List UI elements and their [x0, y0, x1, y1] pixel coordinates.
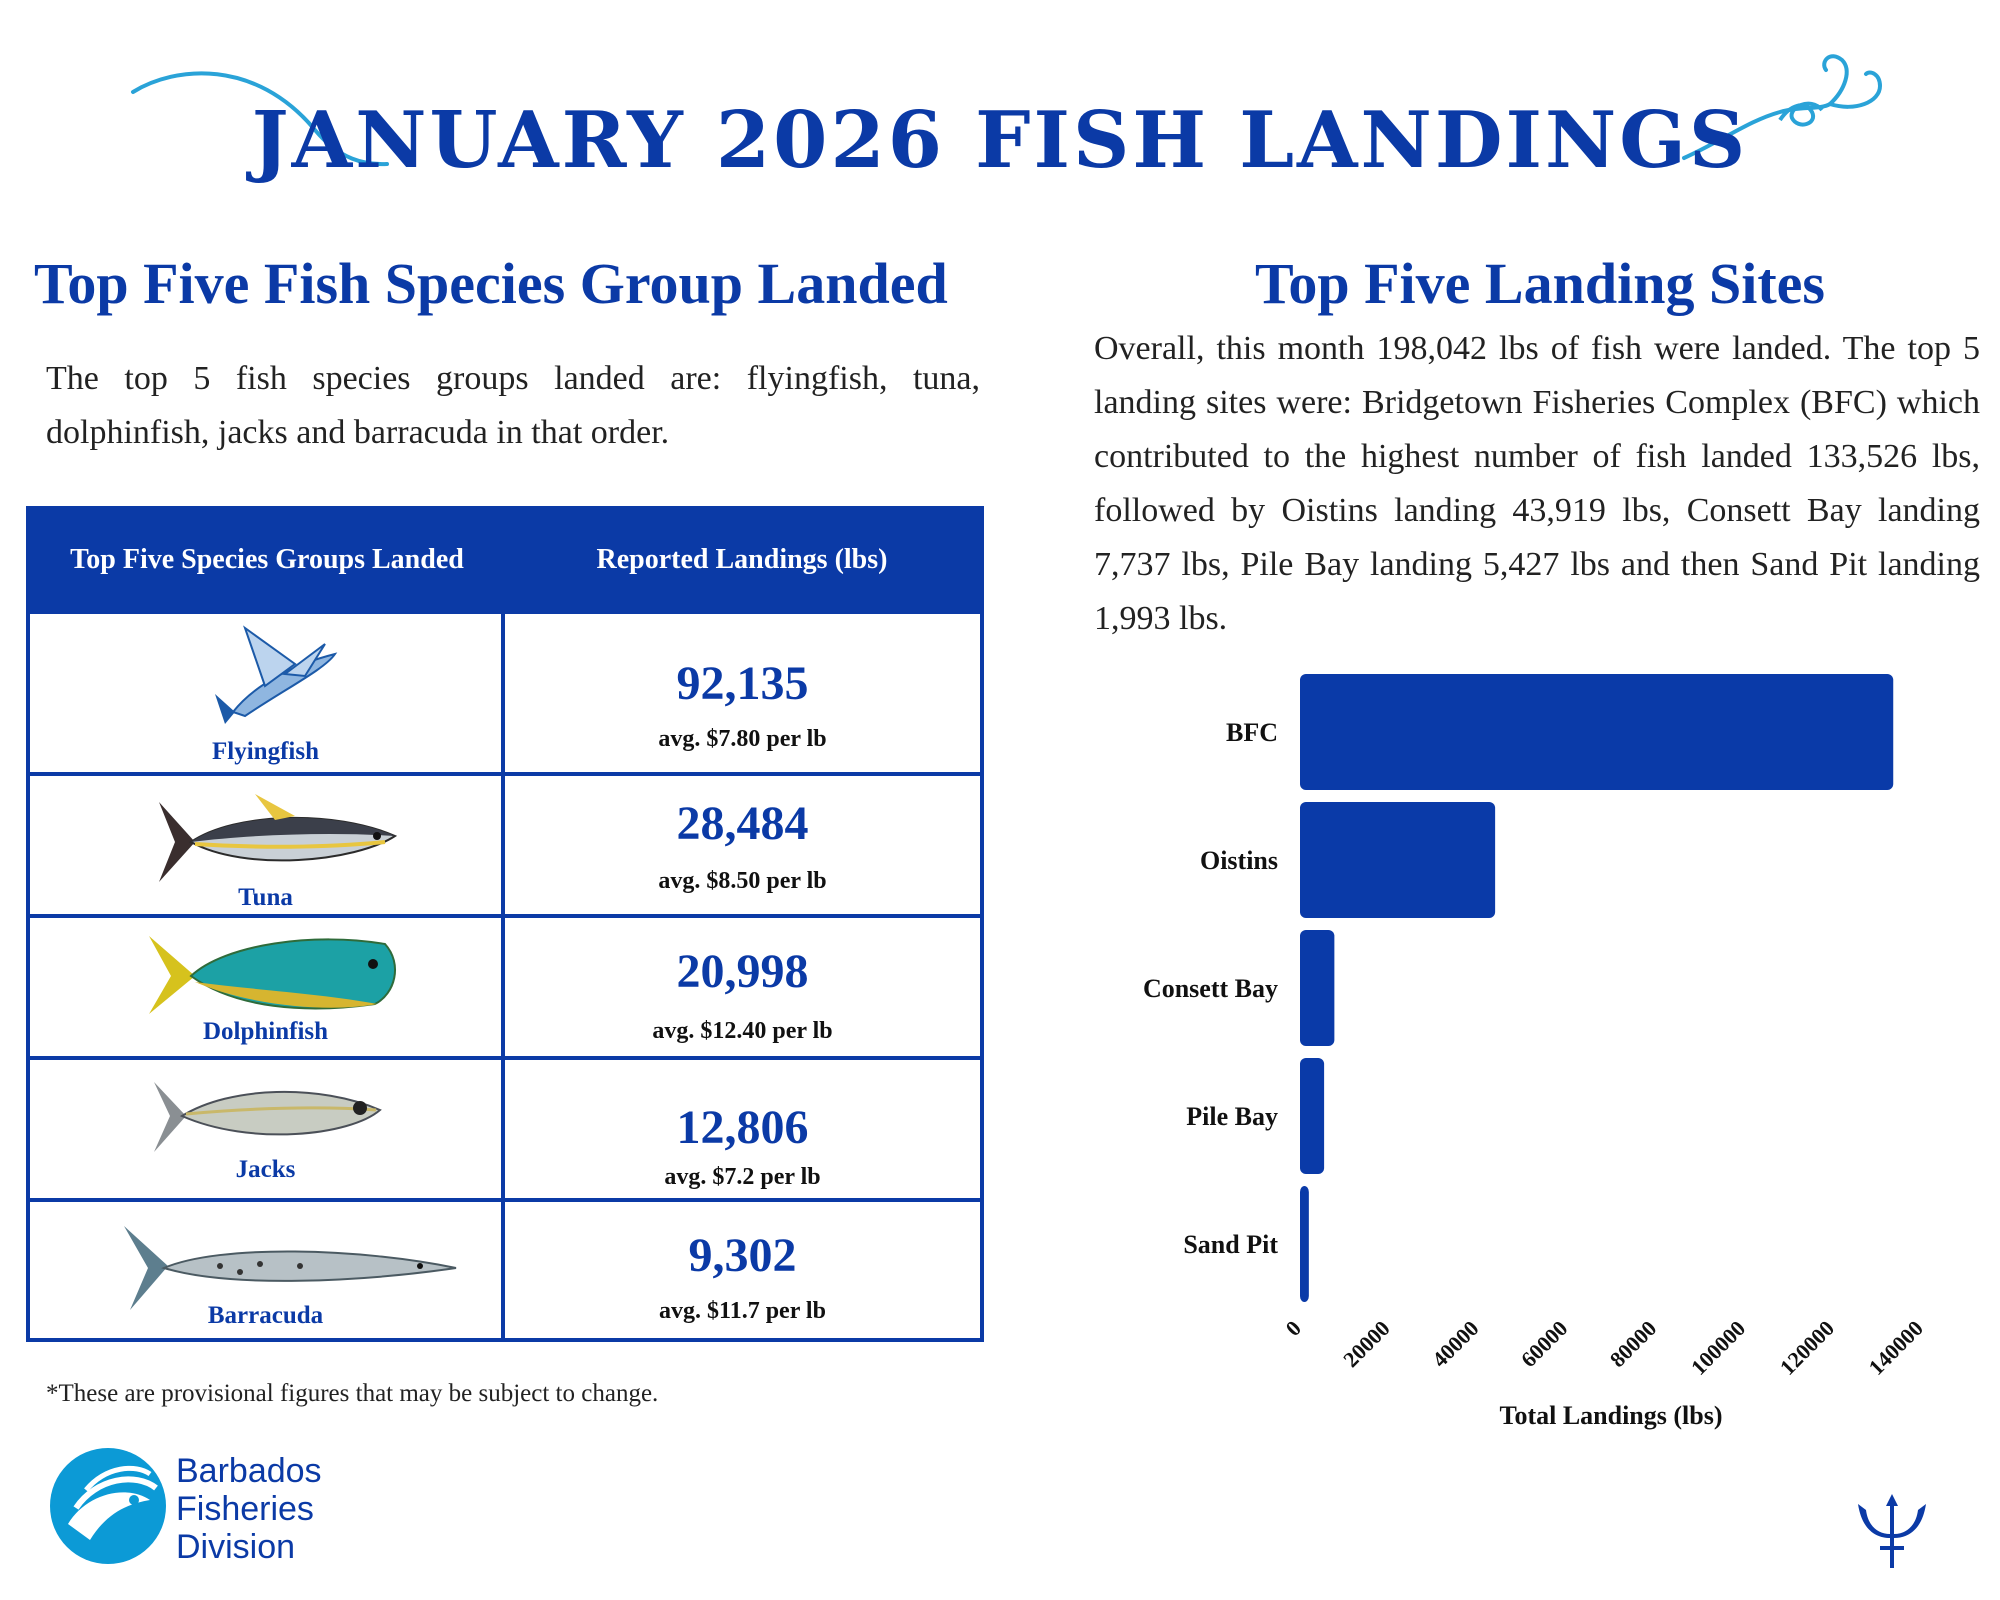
tuna-icon — [159, 794, 398, 882]
column-header-landings: Reported Landings (lbs) — [596, 544, 888, 575]
category-label: Oistins — [1200, 846, 1278, 875]
footnote: *These are provisional figures that may … — [46, 1380, 659, 1407]
landings-value: 12,806 — [676, 1101, 809, 1154]
x-tick-label: 40000 — [1427, 1316, 1484, 1373]
category-label: Sand Pit — [1183, 1230, 1278, 1259]
sites-summary-text: Overall, this month 198,042 lbs of fish … — [1094, 330, 1980, 637]
logo-text: Barbados Fisheries Division — [176, 1452, 322, 1566]
landings-value: 20,998 — [676, 945, 809, 998]
price-text: avg. $11.7 per lb — [659, 1298, 826, 1324]
species-cell — [30, 776, 501, 914]
species-summary-text: The top 5 fish species groups landed are… — [46, 360, 980, 451]
landings-value: 9,302 — [688, 1229, 797, 1282]
flyingfish-icon — [215, 625, 338, 724]
x-axis-title: Total Landings (lbs) — [1499, 1401, 1722, 1430]
species-label: Dolphinfish — [202, 1018, 329, 1045]
fishing-line-icon — [131, 71, 389, 167]
price-text: avg. $12.40 per lb — [652, 1018, 833, 1044]
x-tick-labels: 0 20000 40000 60000 80000 100000 120000 140000 — [1280, 1316, 1927, 1380]
logo-line: Barbados — [176, 1452, 322, 1490]
species-table: Top Five Species Groups Landed Reported … — [26, 506, 984, 1342]
category-label: BFC — [1226, 718, 1278, 747]
species-cell — [30, 1060, 501, 1198]
species-cell — [30, 918, 501, 1056]
species-label: Tuna — [238, 884, 293, 911]
species-label: Flyingfish — [212, 738, 319, 765]
column-divider — [501, 918, 505, 1056]
x-tick-label: 80000 — [1605, 1316, 1662, 1373]
logo-line: Division — [176, 1528, 296, 1566]
column-divider — [501, 1202, 505, 1338]
table-row: Jacks 12,806 avg. $7.2 per lb — [30, 1056, 980, 1198]
species-cell — [30, 1202, 501, 1338]
category-labels: BFC Oistins Consett Bay Pile Bay Sand Pit — [1143, 718, 1278, 1259]
column-divider — [501, 614, 505, 772]
table-row: Flyingfish 92,135 avg. $7.80 per lb — [30, 610, 980, 772]
table-row: Barracuda 9,302 avg. $11.7 per lb — [30, 1198, 980, 1338]
barracuda-icon — [124, 1226, 457, 1310]
jacks-icon — [154, 1082, 382, 1152]
fish-logo-icon — [50, 1448, 166, 1564]
x-tick-label: 140000 — [1864, 1316, 1928, 1380]
species-section-title: Top Five Fish Species Group Landed — [34, 251, 948, 316]
x-tick-label: 60000 — [1516, 1316, 1573, 1373]
bar-oistins — [1300, 802, 1496, 918]
x-tick-label: 0 — [1280, 1316, 1305, 1341]
fishing-hook-icon — [1682, 54, 1883, 160]
bar-pile-bay — [1300, 1058, 1325, 1174]
price-text: avg. $7.2 per lb — [664, 1164, 821, 1190]
category-label: Consett Bay — [1143, 974, 1278, 1003]
column-divider — [501, 1060, 505, 1198]
table-header: Top Five Species Groups Landed Reported … — [30, 510, 980, 610]
species-label: Jacks — [235, 1156, 296, 1183]
x-tick-label: 120000 — [1775, 1316, 1839, 1380]
sites-section-title: Top Five Landing Sites — [1255, 251, 1825, 316]
logo-line: Fisheries — [176, 1490, 314, 1528]
column-header-species: Top Five Species Groups Landed — [70, 544, 464, 575]
bar-consett-bay — [1300, 930, 1335, 1046]
trident-icon — [1858, 1494, 1926, 1568]
table-row: Tuna 28,484 avg. $8.50 per lb — [30, 772, 980, 914]
column-divider — [501, 776, 505, 914]
table-row: Dolphinfish 20,998 avg. $12.40 per lb — [30, 914, 980, 1056]
price-text: avg. $8.50 per lb — [658, 868, 827, 894]
bar-sand-pit — [1300, 1186, 1309, 1302]
bar-bfc — [1300, 674, 1894, 790]
x-tick-label: 100000 — [1686, 1316, 1750, 1380]
species-cell — [30, 614, 501, 772]
landing-sites-bar-chart: BFC Oistins Consett Bay Pile Bay Sand Pit 0 2… — [1143, 674, 1928, 1430]
page-title: JANUARY 2026 FISH LANDINGS — [251, 95, 1749, 186]
dolphinfish-icon — [149, 936, 396, 1014]
landings-value: 28,484 — [676, 797, 809, 850]
price-text: avg. $7.80 per lb — [658, 726, 827, 752]
landings-value: 92,135 — [676, 657, 809, 710]
species-label: Barracuda — [207, 1302, 324, 1329]
bars-group — [1300, 674, 1894, 1302]
x-tick-label: 20000 — [1338, 1316, 1395, 1373]
category-label: Pile Bay — [1186, 1102, 1278, 1131]
